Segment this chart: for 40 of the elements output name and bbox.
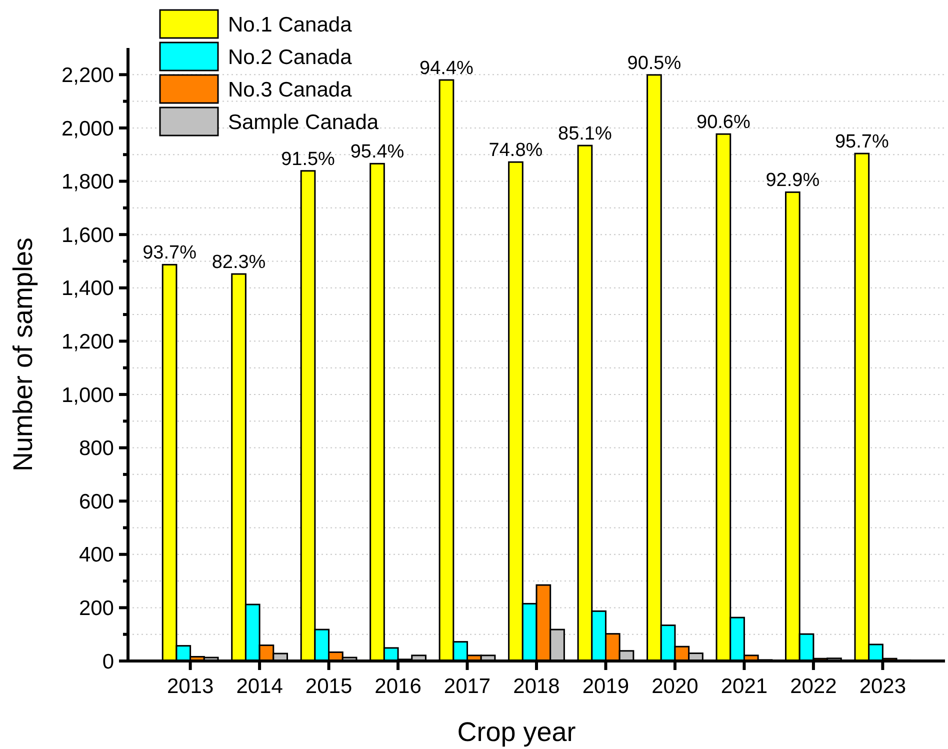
y-tick-label: 1,000 bbox=[61, 384, 114, 407]
annotation: 85.1% bbox=[558, 124, 612, 145]
annotation: 90.6% bbox=[696, 112, 750, 134]
x-tick-label: 2022 bbox=[790, 675, 837, 698]
x-tick-label: 2017 bbox=[444, 675, 491, 698]
x-tick-label: 2021 bbox=[720, 675, 768, 698]
x-tick-label: 2016 bbox=[374, 675, 422, 698]
y-tick-label: 800 bbox=[78, 437, 114, 460]
y-tick-label: 1,600 bbox=[61, 224, 114, 247]
annotation: 93.7% bbox=[142, 242, 197, 264]
y-tick-label: 400 bbox=[78, 544, 114, 567]
y-tick-label: 1,800 bbox=[61, 170, 114, 194]
annotation: 94.4% bbox=[420, 58, 474, 79]
x-tick-label: 2020 bbox=[652, 675, 698, 698]
y-tick-label: 600 bbox=[78, 490, 114, 514]
y-tick-label: 2,000 bbox=[61, 117, 114, 140]
x-axis-title: Crop year bbox=[457, 717, 576, 747]
legend-label: No.2 Canada bbox=[228, 46, 352, 69]
y-tick-label: 2,200 bbox=[61, 64, 114, 87]
x-tick-label: 2023 bbox=[859, 675, 906, 698]
annotation: 90.5% bbox=[627, 52, 682, 74]
x-tick-label: 2018 bbox=[513, 675, 560, 698]
x-tick-label: 2014 bbox=[236, 675, 284, 698]
legend-label: Sample Canada bbox=[228, 110, 379, 134]
y-tick-label: 200 bbox=[78, 597, 114, 620]
legend-label: No.1 Canada bbox=[228, 13, 352, 36]
annotation: 91.5% bbox=[281, 148, 336, 170]
x-tick-label: 2013 bbox=[166, 675, 214, 698]
annotation: 82.3% bbox=[212, 252, 266, 274]
legend-label: No.3 Canada bbox=[228, 78, 352, 102]
annotation: 95.4% bbox=[350, 142, 404, 163]
x-tick-label: 2019 bbox=[582, 675, 630, 698]
annotation: 95.7% bbox=[834, 132, 889, 153]
x-tick-label: 2015 bbox=[305, 675, 352, 698]
annotation: 74.8% bbox=[488, 140, 543, 162]
y-tick-label: 1,200 bbox=[61, 330, 114, 354]
y-axis-title: Number of samples bbox=[8, 237, 38, 472]
annotation: 92.9% bbox=[766, 170, 820, 192]
y-tick-label: 1,400 bbox=[61, 277, 114, 300]
y-tick-label: 0 bbox=[102, 650, 114, 674]
